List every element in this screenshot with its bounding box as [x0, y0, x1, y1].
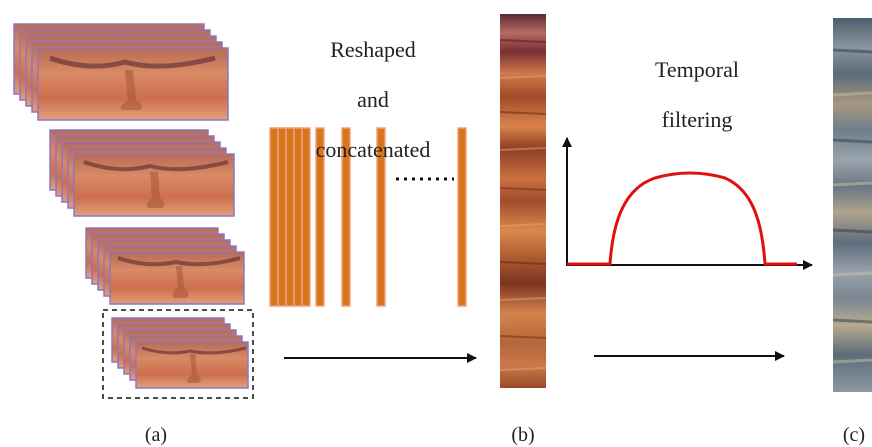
reshape-label-line1: Reshaped: [330, 37, 416, 62]
pyramid-level-4-selected: [102, 309, 254, 399]
strip: [376, 127, 386, 307]
reshaped-strips: [269, 127, 467, 307]
caption-b: (b): [511, 424, 535, 446]
reshape-label: Reshaped and concatenated: [288, 12, 458, 187]
band-texture: [499, 39, 547, 371]
strip: [269, 127, 279, 307]
strip: [457, 127, 467, 307]
bandpass-curve: [567, 171, 797, 266]
strip: [315, 127, 325, 307]
reshape-label-line2: and: [357, 87, 389, 112]
pyramid-level-2: [49, 129, 235, 217]
pyramid-level-1: [13, 23, 229, 121]
selection-box: [102, 309, 254, 399]
strip: [277, 127, 287, 307]
temporal-filtering-label: Temporal filtering: [622, 32, 772, 157]
pyramid-level-3: [85, 227, 245, 305]
frame-stack: [111, 317, 249, 389]
strip: [301, 127, 311, 307]
strip: [341, 127, 351, 307]
frame-stack: [85, 227, 245, 305]
caption-a: (a): [144, 424, 168, 446]
frame-stack: [13, 23, 229, 121]
temporal-label-line1: Temporal: [655, 57, 739, 82]
filtered-band: [833, 18, 872, 392]
caption-c: (c): [842, 424, 866, 446]
temporal-label-line2: filtering: [661, 107, 733, 132]
concatenated-band: [500, 14, 546, 388]
filtered-texture: [832, 48, 872, 364]
frame-stack: [49, 129, 235, 217]
filter-response-plot: [562, 137, 813, 270]
reshape-label-line3: concatenated: [315, 137, 431, 162]
